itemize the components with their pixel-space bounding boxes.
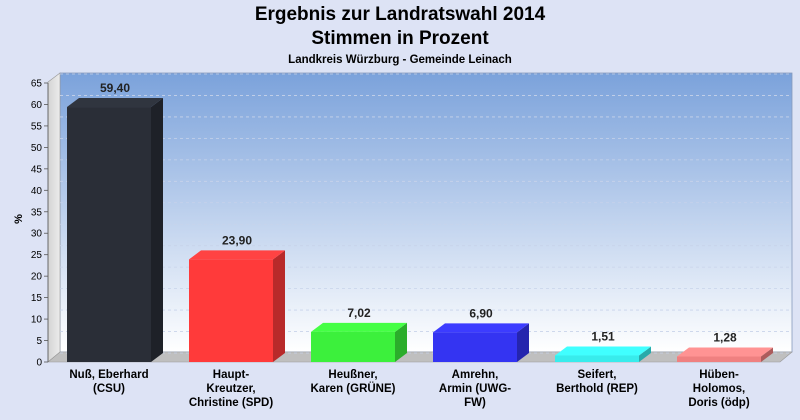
- bar: [189, 250, 285, 362]
- bar-top: [189, 250, 285, 260]
- bar-front: [433, 332, 517, 362]
- x-tick-label: Haupt-: [213, 369, 250, 381]
- y-tick-label: 55: [31, 121, 43, 132]
- bar-front: [555, 355, 639, 362]
- bar-side: [517, 323, 529, 362]
- side-wall: [47, 72, 61, 363]
- y-tick-label: 0: [36, 358, 42, 369]
- bar-value-label: 1,51: [591, 330, 615, 344]
- bar-value-label: 7,02: [347, 306, 371, 320]
- bar-front: [677, 356, 761, 362]
- bar-side: [395, 322, 407, 362]
- bar-side: [761, 347, 773, 362]
- x-tick-label: Kreutzer,: [206, 383, 255, 395]
- y-tick-label: 15: [31, 293, 43, 304]
- y-tick-label: 50: [31, 143, 43, 154]
- x-tick-label: FW): [464, 397, 486, 409]
- y-tick-label: 30: [31, 229, 43, 240]
- x-tick-label: Hüben-: [699, 369, 739, 381]
- x-tick-label: Karen (GRÜNE): [311, 382, 396, 395]
- bar-front: [67, 107, 151, 362]
- chart-caption: Landkreis Würzburg - Gemeinde Leinach: [288, 54, 512, 66]
- bar-top: [677, 347, 773, 357]
- plot-area: [59, 72, 793, 353]
- bar-top: [555, 346, 651, 356]
- x-tick-label: Berthold (REP): [556, 383, 638, 395]
- bar-side: [273, 250, 285, 362]
- y-tick-label: 10: [31, 315, 43, 326]
- x-tick-label: Doris (ödp): [688, 397, 749, 409]
- x-tick-label: Armin (UWG-: [439, 383, 511, 395]
- bar-top: [311, 322, 407, 332]
- bar-value-label: 1,28: [713, 331, 737, 345]
- y-tick-label: 60: [31, 100, 43, 111]
- bar: [677, 347, 773, 362]
- bar-front: [189, 259, 273, 362]
- chart-title: Ergebnis zur Landratswahl 2014: [254, 4, 546, 25]
- bar-side: [639, 346, 651, 362]
- bar: [433, 323, 529, 362]
- bar-value-label: 6,90: [469, 306, 493, 320]
- y-axis-label: %: [13, 214, 25, 224]
- bar-side: [151, 98, 163, 362]
- x-tick-label: (CSU): [93, 383, 125, 395]
- bar-top: [433, 323, 529, 333]
- bar: [555, 346, 651, 362]
- x-tick-label: Christine (SPD): [189, 397, 274, 409]
- bar: [311, 322, 407, 362]
- bar-value-label: 59,40: [100, 81, 130, 95]
- y-tick-label: 5: [36, 336, 42, 347]
- x-tick-label: Heußner,: [328, 369, 377, 381]
- x-tick-label: Seifert,: [578, 369, 617, 381]
- bar: [67, 98, 163, 362]
- x-tick-label: Amrehn,: [452, 369, 499, 381]
- y-tick-label: 40: [31, 186, 43, 197]
- y-tick-label: 20: [31, 272, 43, 283]
- bar-front: [311, 331, 395, 362]
- bar-value-label: 23,90: [222, 233, 252, 247]
- x-tick-label: Nuß, Eberhard: [69, 369, 148, 381]
- y-tick-label: 25: [31, 250, 43, 261]
- x-tick-label: Holomos,: [693, 383, 745, 395]
- y-tick-label: 45: [31, 164, 43, 175]
- bar-top: [67, 98, 163, 108]
- y-tick-label: 35: [31, 207, 43, 218]
- y-tick-label: 65: [31, 79, 43, 90]
- chart-subtitle: Stimmen in Prozent: [311, 28, 489, 49]
